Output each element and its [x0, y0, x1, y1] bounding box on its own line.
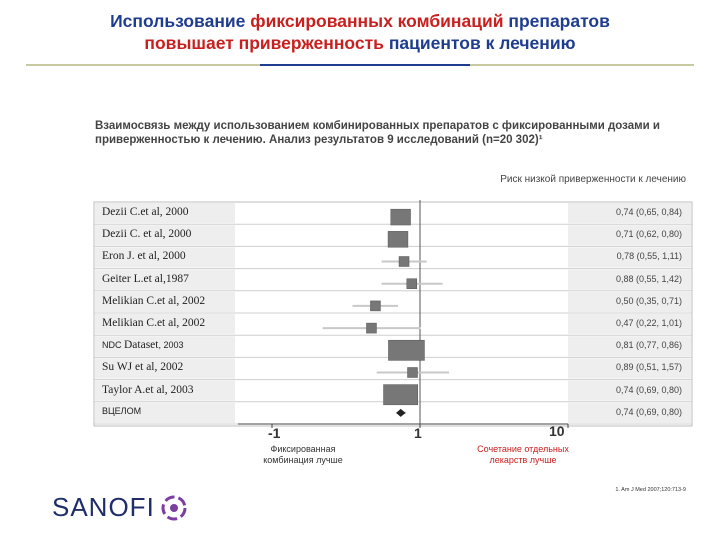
study-label-part: NDC — [102, 340, 124, 351]
favours-separate-drugs: Сочетание отдельных лекарств лучше — [477, 444, 569, 465]
title-text-2: препаратов — [503, 11, 610, 31]
ci-value: 0,74 (0,69, 0,80) — [615, 406, 682, 417]
row-label-band — [95, 225, 235, 246]
row-ci-band — [568, 336, 691, 357]
tick-label-10: 10 — [549, 423, 565, 439]
tick-label-neg1: -1 — [268, 425, 281, 441]
overall-diamond — [396, 408, 406, 417]
study-point — [398, 256, 410, 267]
title-line-2: повышает приверженность пациентов к лече… — [0, 32, 720, 54]
title-highlight-2: повышает приверженность — [144, 33, 384, 53]
row-ci-band — [568, 380, 691, 401]
row-ci-band — [568, 402, 691, 423]
overall-label: ВЦЕЛОМ — [102, 405, 142, 416]
row-ci-band — [568, 247, 691, 268]
study-label: Geiter L.et al,1987 — [102, 272, 189, 285]
row-ci-band — [568, 291, 691, 312]
tick-label-1: 1 — [414, 425, 422, 441]
row-label-band — [95, 336, 235, 357]
ci-value: 0,81 (0,77, 0,86) — [615, 340, 682, 351]
study-point — [387, 231, 409, 248]
row-label-band — [95, 269, 235, 290]
chart-subtitle: Взаимосвязь между использованием комбини… — [95, 120, 660, 146]
ci-value: 0,71 (0,62, 0,80) — [615, 229, 682, 240]
favours-fixed-combination: Фиксированная комбинация лучше — [263, 444, 343, 465]
row-label-band — [95, 358, 235, 379]
study-label: Melikian C.et al, 2002 — [102, 317, 206, 329]
ci-value: 0,88 (0,55, 1,42) — [615, 273, 682, 284]
sanofi-logo: SANOFI — [52, 492, 187, 523]
sanofi-bird-icon — [161, 495, 187, 520]
study-point — [366, 322, 377, 334]
row-ci-band — [568, 203, 691, 224]
row-label-band — [95, 247, 235, 268]
row-label-band — [95, 402, 235, 423]
study-point — [388, 339, 425, 361]
row-ci-band — [568, 269, 691, 290]
row-label-band — [95, 314, 235, 335]
row-ci-band — [568, 314, 691, 335]
study-point — [406, 278, 418, 289]
study-label: NDC Dataset, 2003 — [102, 339, 184, 351]
ci-value: 0,89 (0,51, 1,57) — [615, 362, 682, 373]
study-point — [370, 300, 381, 312]
logo-text: SANOFI — [52, 492, 155, 522]
study-label: Taylor A.et al, 2003 — [102, 383, 194, 396]
title-text-3: пациентов к лечению — [383, 33, 576, 53]
ci-value: 0,78 (0,55, 1,11) — [616, 251, 682, 262]
footnote: 1. Am J Med 2007;120:713-9 — [615, 487, 686, 493]
page-title: Использование фиксированных комбинаций п… — [0, 10, 720, 54]
study-label: Melikian C.et al, 2002 — [102, 294, 206, 307]
ci-value: 0,47 (0,22, 1,01) — [615, 318, 682, 328]
title-line-1: Использование фиксированных комбинаций п… — [0, 10, 720, 32]
row-label-band — [95, 380, 235, 401]
study-label-part: Dataset — [124, 339, 159, 352]
ci-value: 0,74 (0,65, 0,84) — [615, 207, 682, 217]
study-point — [407, 367, 418, 378]
study-label-part: , 2003 — [158, 340, 184, 351]
title-text-1: Использование — [110, 11, 251, 31]
study-point — [383, 384, 419, 406]
study-label: Dezii C.et al, 2000 — [102, 206, 189, 218]
ci-value: 0,50 (0,35, 0,71) — [615, 295, 682, 306]
row-label-band — [95, 203, 235, 224]
study-label: Eron J. et al, 2000 — [102, 250, 186, 263]
study-point — [390, 208, 411, 226]
row-label-band — [95, 291, 235, 312]
row-ci-band — [568, 225, 691, 246]
row-ci-band — [568, 358, 691, 379]
ci-value: 0,74 (0,69, 0,80) — [615, 384, 682, 395]
measure-label: Риск низкой приверженности к лечению — [500, 174, 686, 185]
study-label: Su WJ et al, 2002 — [102, 361, 184, 374]
title-highlight-1: фиксированных комбинаций — [250, 11, 504, 31]
study-label: Dezii C. et al, 2000 — [102, 228, 192, 241]
title-divider-accent — [260, 64, 470, 66]
